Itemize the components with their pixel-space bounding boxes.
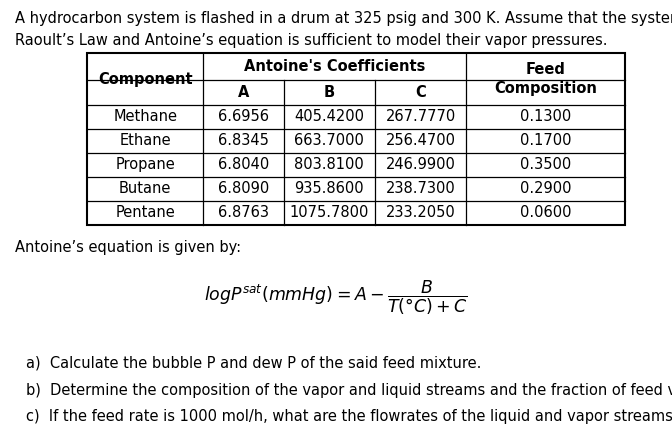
Text: 803.8100: 803.8100	[294, 157, 364, 172]
Text: Antoine's Coefficients: Antoine's Coefficients	[244, 59, 425, 74]
Text: A hydrocarbon system is flashed in a drum at 325 psig and 300 K. Assume that the: A hydrocarbon system is flashed in a dru…	[15, 11, 672, 26]
Text: 0.0600: 0.0600	[520, 205, 571, 220]
Text: 0.3500: 0.3500	[520, 157, 571, 172]
Text: Antoine’s equation is given by:: Antoine’s equation is given by:	[15, 240, 241, 255]
Text: 405.4200: 405.4200	[294, 109, 364, 124]
Text: 0.2900: 0.2900	[520, 181, 571, 196]
Text: 0.1300: 0.1300	[520, 109, 571, 124]
Text: 246.9900: 246.9900	[386, 157, 456, 172]
Text: 6.8345: 6.8345	[218, 133, 269, 148]
Text: 935.8600: 935.8600	[294, 181, 364, 196]
Text: 267.7770: 267.7770	[386, 109, 456, 124]
Text: Pentane: Pentane	[116, 205, 175, 220]
Text: 6.8090: 6.8090	[218, 181, 269, 196]
Text: 6.8763: 6.8763	[218, 205, 269, 220]
Text: C: C	[415, 85, 426, 100]
Text: Ethane: Ethane	[120, 133, 171, 148]
Text: 233.2050: 233.2050	[386, 205, 456, 220]
Text: Component: Component	[98, 72, 192, 87]
Text: 1075.7800: 1075.7800	[290, 205, 369, 220]
Text: A: A	[238, 85, 249, 100]
Text: Propane: Propane	[116, 157, 175, 172]
Text: 6.8040: 6.8040	[218, 157, 269, 172]
Text: $\mathit{log} P^{\mathit{sat}}\mathit{(mmHg)} = A - \dfrac{B}{T(°C) + C}$: $\mathit{log} P^{\mathit{sat}}\mathit{(m…	[204, 279, 468, 317]
Text: 6.6956: 6.6956	[218, 109, 269, 124]
Text: Butane: Butane	[119, 181, 171, 196]
Text: Raoult’s Law and Antoine’s equation is sufficient to model their vapor pressures: Raoult’s Law and Antoine’s equation is s…	[15, 33, 607, 49]
Text: a)  Calculate the bubble P and dew P of the said feed mixture.: a) Calculate the bubble P and dew P of t…	[26, 356, 481, 371]
Text: Methane: Methane	[113, 109, 177, 124]
Text: 663.7000: 663.7000	[294, 133, 364, 148]
Text: B: B	[324, 85, 335, 100]
Text: Feed
Composition: Feed Composition	[494, 62, 597, 96]
Text: 256.4700: 256.4700	[386, 133, 456, 148]
Text: b)  Determine the composition of the vapor and liquid streams and the fraction o: b) Determine the composition of the vapo…	[26, 383, 672, 398]
Text: c)  If the feed rate is 1000 mol/h, what are the flowrates of the liquid and vap: c) If the feed rate is 1000 mol/h, what …	[26, 409, 672, 424]
Text: 238.7300: 238.7300	[386, 181, 456, 196]
Text: 0.1700: 0.1700	[520, 133, 571, 148]
